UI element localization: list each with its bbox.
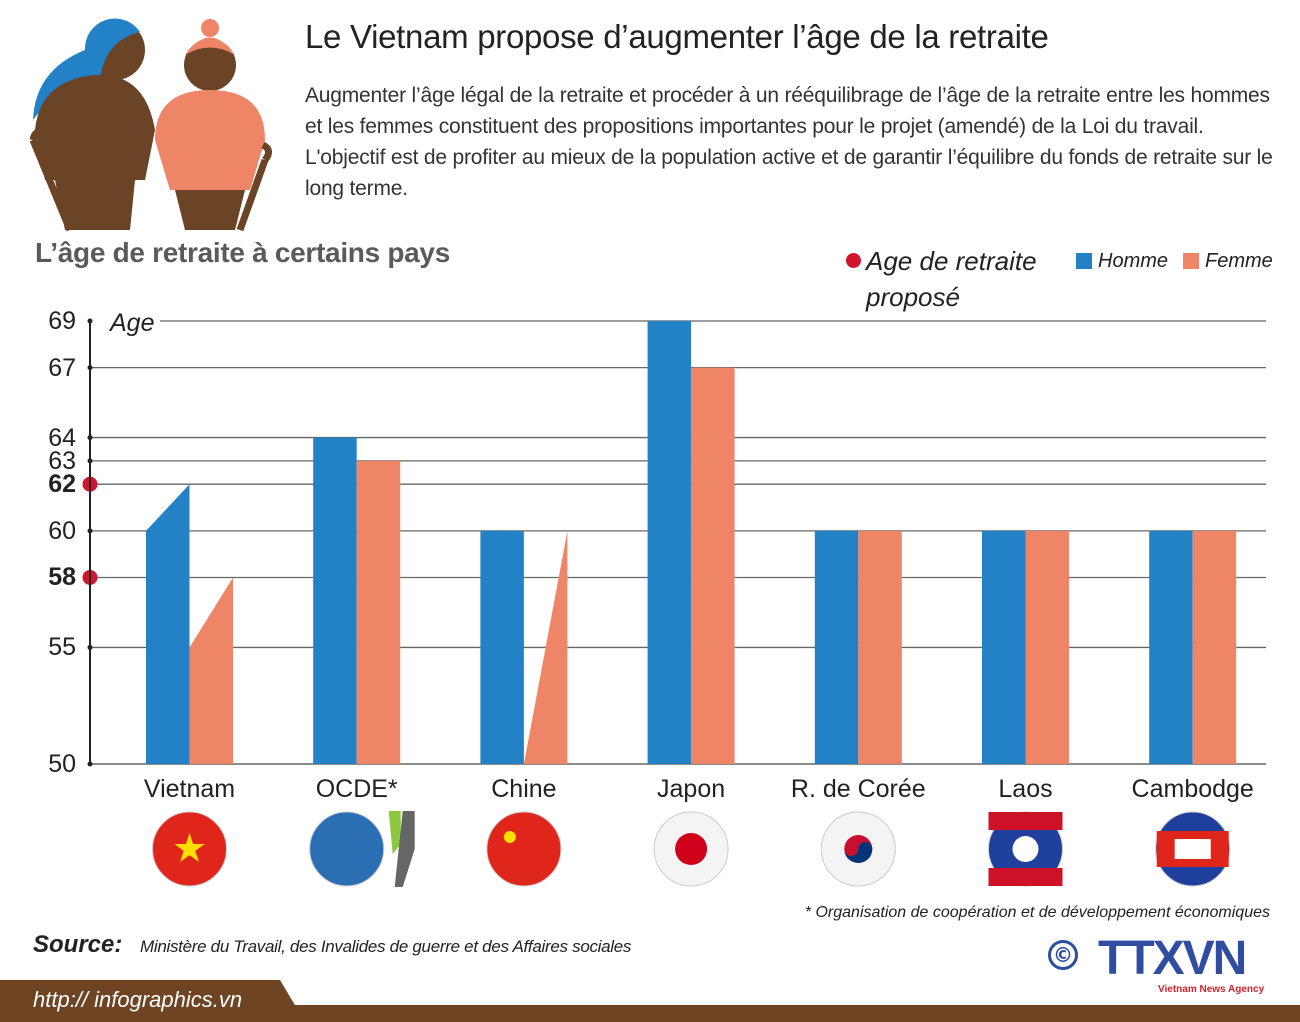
- bar-homme: [982, 530, 1026, 764]
- category-label: Cambodge: [1132, 775, 1254, 803]
- bar-homme: [146, 484, 190, 764]
- proposed-dot-icon: [846, 253, 861, 268]
- flag-stripe: [988, 868, 1063, 886]
- legend-femme: Femme: [1205, 250, 1273, 272]
- bar-femme: [189, 577, 233, 764]
- y-tick-label: 69: [48, 307, 76, 335]
- angkor-wat-icon: [1174, 839, 1211, 859]
- source-text: Ministère du Travail, des Invalides de g…: [140, 937, 632, 956]
- y-axis-label: Age: [108, 309, 154, 337]
- taeguk-blue-icon: [844, 842, 873, 863]
- legend-homme: Homme: [1098, 250, 1169, 272]
- category-label: Japon: [657, 775, 725, 803]
- y-tick-label: 63: [48, 446, 76, 475]
- y-tick-label: 58: [48, 563, 76, 592]
- oecd-chevron-icon: [388, 811, 401, 854]
- logo-subtitle: Vietnam News Agency: [1158, 984, 1265, 995]
- star-icon: [503, 831, 516, 843]
- legend-swatch-homme: [1076, 253, 1092, 269]
- bar-homme: [313, 437, 357, 764]
- bar-femme: [858, 530, 902, 764]
- bar-homme: [814, 530, 859, 764]
- y-tick-label: 64: [48, 423, 76, 452]
- oecd-logo: [309, 811, 385, 887]
- ttxvn-logo: TTXVN: [1098, 932, 1247, 985]
- y-tick-label: 55: [48, 633, 76, 662]
- china-flag: [486, 811, 562, 887]
- page-title: Le Vietnam propose d’augmenter l’âge de …: [305, 18, 1049, 55]
- category-label: Chine: [491, 775, 556, 803]
- moon-icon: [1012, 836, 1039, 862]
- intro-text: Augmenter l’âge légal de la retraite et …: [305, 84, 1273, 200]
- flag-stripe: [988, 812, 1063, 830]
- footnote: * Organisation de coopération et de déve…: [804, 904, 1270, 921]
- category-label: Vietnam: [144, 775, 235, 803]
- bar-femme: [1192, 530, 1237, 764]
- category-label: R. de Corée: [791, 775, 926, 803]
- source-label: Source:: [33, 931, 123, 958]
- legend-proposed: Age de retraite proposé: [866, 246, 1037, 312]
- bar-chart: Age Vietnam OCDE* Chine Japon R. de Corée Laos…: [82, 309, 1266, 887]
- bar-homme: [480, 530, 524, 764]
- sun-disc-icon: [675, 833, 708, 865]
- footer-bar: [0, 1005, 1300, 1022]
- url-tab: [0, 980, 305, 1022]
- star-icon: [174, 833, 205, 862]
- copyright-icon: ©: [1048, 940, 1078, 970]
- y-tick-label: 67: [48, 353, 76, 382]
- bar-femme: [691, 367, 735, 764]
- chart-title: L’âge de retraite à certains pays: [35, 237, 450, 268]
- bar-femme: [1025, 530, 1069, 764]
- y-tick-label: 50: [48, 750, 76, 778]
- bar-homme: [1149, 530, 1193, 764]
- category-label: Laos: [998, 775, 1052, 803]
- category-label: OCDE*: [316, 775, 398, 803]
- bar-homme: [647, 321, 692, 764]
- y-tick-label: 60: [48, 516, 76, 545]
- bar-femme: [356, 460, 401, 764]
- legend-swatch-femme: [1183, 253, 1199, 269]
- y-tick-label: 62: [48, 470, 76, 499]
- elderly-couple-illustration: [29, 18, 272, 232]
- oecd-chevron-icon: [394, 811, 415, 887]
- website-link[interactable]: http:// infographics.vn: [33, 987, 243, 1012]
